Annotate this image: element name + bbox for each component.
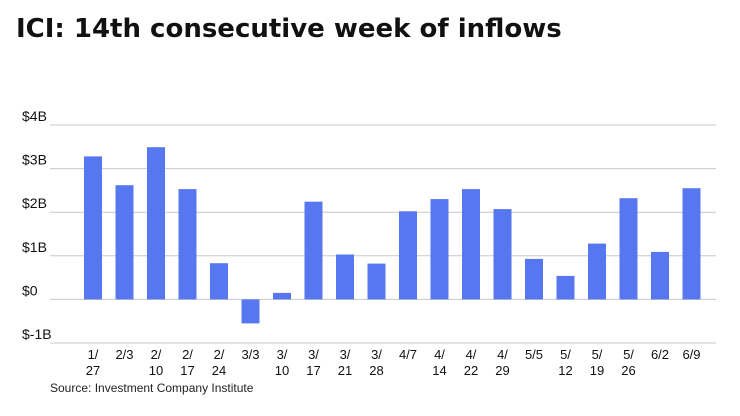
bar <box>336 254 354 300</box>
bar <box>304 201 323 300</box>
y-tick-label: $4B <box>22 108 47 124</box>
x-tick-label: 6/2 <box>651 347 669 362</box>
x-tick-label: 5/26 <box>621 347 635 378</box>
x-tick-label: 4/7 <box>399 347 417 362</box>
x-tick-label: 4/29 <box>495 347 509 378</box>
x-tick-label: 3/21 <box>338 347 352 378</box>
x-tick-label: 4/22 <box>464 347 478 378</box>
bar <box>273 292 291 300</box>
x-tick-label: 3/28 <box>369 347 383 378</box>
bar <box>178 189 197 300</box>
bar <box>525 258 543 300</box>
bar <box>556 275 575 300</box>
y-axis-ticks: $4B $3B $2B $1B $0 $-1B <box>22 108 52 342</box>
x-tick-label: 4/14 <box>432 347 446 378</box>
x-tick-label: 6/9 <box>682 347 700 362</box>
bar <box>619 198 638 300</box>
x-tick-label: 2/17 <box>180 347 194 378</box>
bar <box>588 243 606 300</box>
bar <box>493 209 512 300</box>
bars <box>84 147 701 324</box>
x-tick-label: 3/10 <box>275 347 289 378</box>
x-tick-label: 3/17 <box>306 347 320 378</box>
bar <box>241 299 260 324</box>
bar <box>84 156 102 300</box>
x-tick-label: 1/27 <box>86 347 100 378</box>
bar <box>682 188 701 300</box>
bar <box>210 263 228 300</box>
chart-title: ICI: 14th consecutive week of inflows <box>16 14 562 44</box>
bar <box>462 189 480 300</box>
x-tick-label: 2/3 <box>115 347 133 362</box>
y-tick-label: $2B <box>22 195 47 211</box>
source-note: Source: Investment Company Institute <box>50 381 254 395</box>
x-axis-ticks: 1/27 2/3 2/10 2/17 2/24 3/3 3/10 3/17 3/21 3/28 4/… <box>86 347 701 378</box>
y-tick-label: $3B <box>22 152 47 168</box>
x-tick-label: 5/12 <box>558 347 572 378</box>
x-tick-label: 2/24 <box>212 347 226 378</box>
x-tick-label: 5/19 <box>590 347 604 378</box>
bar <box>399 211 417 300</box>
bar <box>651 251 669 300</box>
x-tick-label: 5/5 <box>525 347 543 362</box>
y-tick-label: $0 <box>22 282 38 298</box>
bar <box>430 199 449 300</box>
bar <box>367 263 386 300</box>
y-tick-label: $1B <box>22 239 47 255</box>
x-tick-label: 2/10 <box>149 347 163 378</box>
x-tick-label: 3/3 <box>241 347 259 362</box>
bar <box>115 185 134 300</box>
bar <box>147 147 165 300</box>
y-tick-label: $-1B <box>22 326 52 342</box>
